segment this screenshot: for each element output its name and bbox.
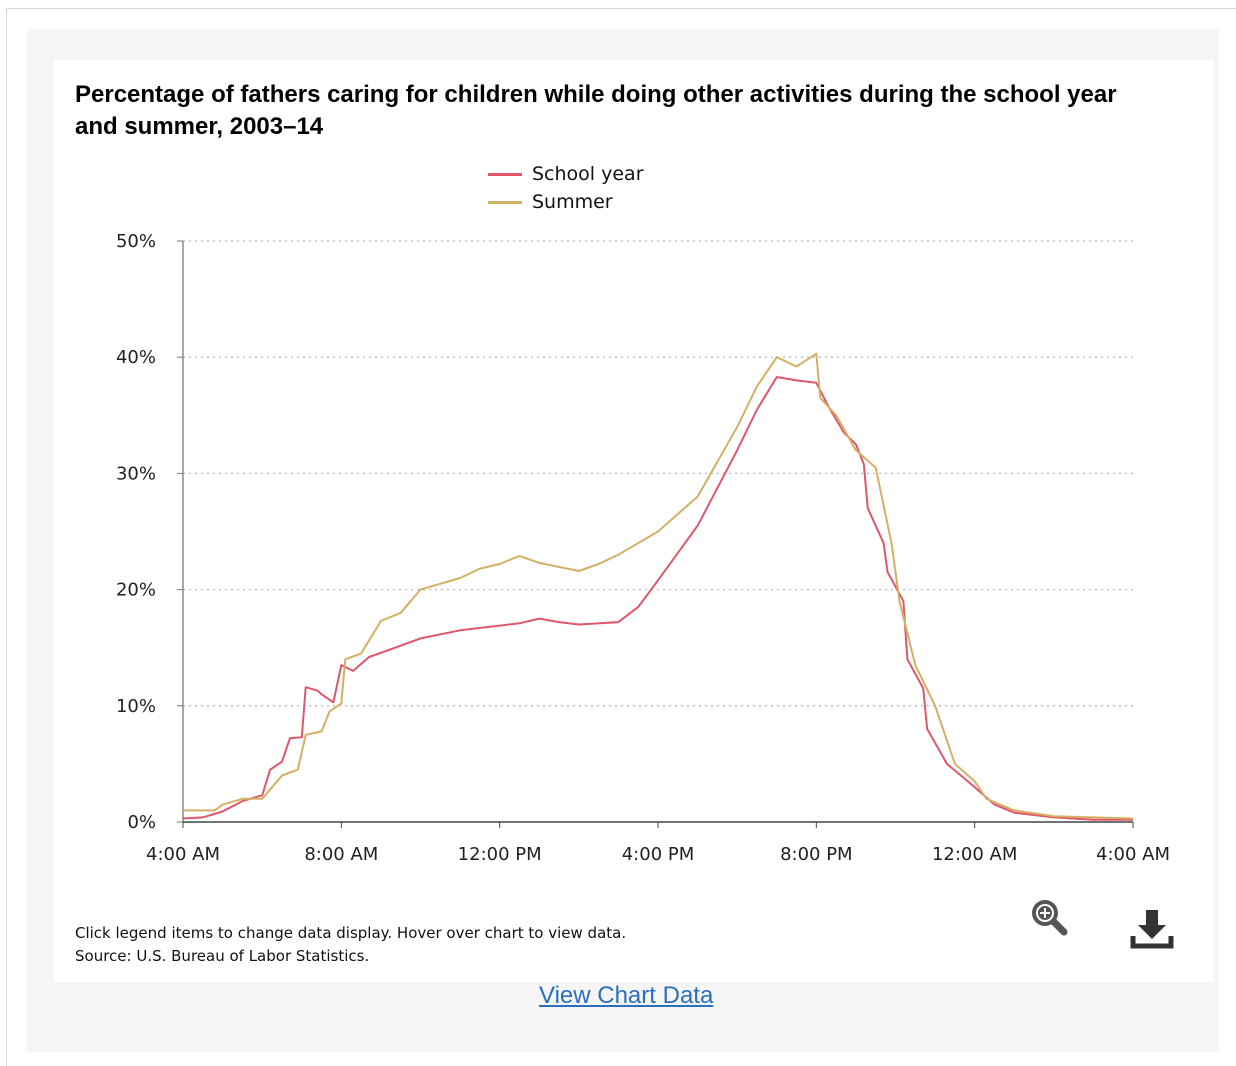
chart-note: Click legend items to change data displa…: [75, 922, 626, 968]
legend-label-school-year: School year: [532, 163, 644, 185]
x-tick-label: 4:00 AM: [146, 844, 220, 865]
download-icon: [1130, 910, 1174, 949]
y-tick-label: 50%: [116, 231, 156, 252]
y-tick-label: 0%: [127, 812, 156, 833]
legend-swatch-summer: [488, 200, 522, 204]
grid-lines: [183, 240, 1133, 707]
chart-card: [54, 60, 1214, 982]
x-tick-label: 4:00 AM: [1096, 844, 1170, 865]
x-tick-label: 8:00 PM: [780, 844, 853, 865]
legend-item-school-year[interactable]: School year: [488, 160, 644, 188]
view-chart-data-link[interactable]: View Chart Data: [539, 982, 714, 1009]
y-tick-label: 40%: [116, 347, 156, 368]
axes: 0% 10% 20% 30% 40% 50% 4:00 AM 8:00 AM 12:00 PM 4…: [116, 231, 1170, 865]
x-tick-label: 12:00 PM: [458, 844, 542, 865]
series-line-summer[interactable]: [183, 352, 1134, 820]
chart-note-source: Source: U.S. Bureau of Labor Statistics.: [75, 947, 370, 965]
y-tick-label: 30%: [116, 463, 156, 484]
series-line-school-year[interactable]: [182, 376, 1133, 821]
legend: School year Summer: [488, 160, 644, 216]
y-tick-label: 10%: [116, 696, 156, 717]
zoom-in-icon: [1032, 900, 1068, 936]
legend-swatch-school-year: [488, 172, 522, 176]
x-tick-label: 8:00 AM: [304, 844, 378, 865]
legend-item-summer[interactable]: Summer: [488, 188, 644, 216]
series-lines[interactable]: [182, 352, 1134, 821]
chart-note-instructions: Click legend items to change data displa…: [75, 924, 627, 942]
zoom-in-button[interactable]: [1028, 896, 1070, 938]
legend-label-summer: Summer: [532, 191, 613, 213]
outer-frame: [6, 8, 1236, 1066]
x-tick-label: 4:00 PM: [622, 844, 695, 865]
x-tick-label: 12:00 AM: [932, 844, 1017, 865]
y-tick-label: 20%: [116, 580, 156, 601]
chart-title: Percentage of fathers caring for childre…: [75, 81, 1117, 140]
download-button[interactable]: [1128, 908, 1176, 952]
